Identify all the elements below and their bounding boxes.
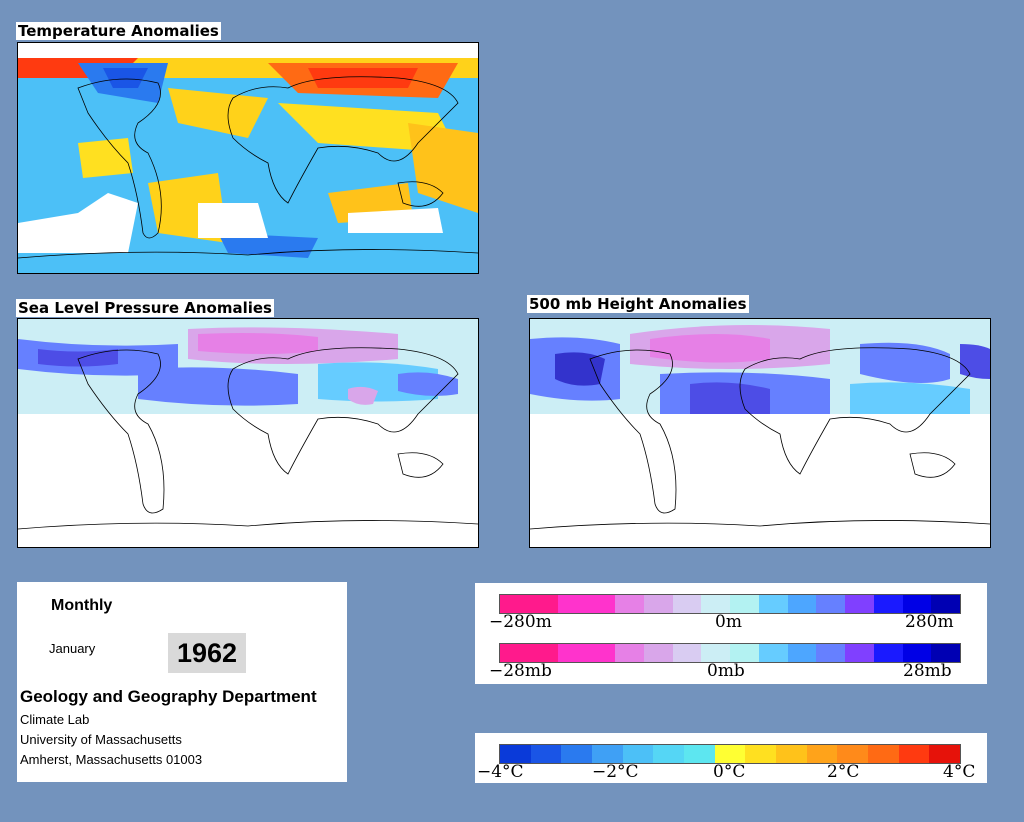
temperature-map-title: Temperature Anomalies <box>16 22 221 40</box>
color-bar-swatch <box>929 745 961 763</box>
height-max-label: 280m <box>905 612 954 632</box>
color-bar-swatch <box>557 595 587 613</box>
pressure-max-label: 28mb <box>903 661 952 681</box>
slp-map-title: Sea Level Pressure Anomalies <box>16 299 274 317</box>
color-bar-swatch <box>643 644 673 662</box>
color-bar-swatch <box>730 595 759 613</box>
color-bar-swatch <box>873 595 903 613</box>
color-bar-swatch <box>931 644 960 662</box>
height-min-label: −280m <box>489 612 552 632</box>
color-bar-swatch <box>615 595 644 613</box>
color-bar-swatch <box>622 745 654 763</box>
color-bar-swatch <box>500 595 529 613</box>
color-bar-swatch <box>776 745 807 763</box>
color-bar-swatch <box>837 745 869 763</box>
university-name: University of Massachusetts <box>20 732 182 747</box>
pressure-mid-label: 0mb <box>707 661 745 681</box>
color-bar-swatch <box>643 595 673 613</box>
temp-label-neg2: −2°C <box>592 762 639 782</box>
month-label: January <box>49 641 96 656</box>
temp-label-neg4: −4°C <box>477 762 524 782</box>
color-bar-swatch <box>845 644 874 662</box>
color-bar-swatch <box>586 644 615 662</box>
color-bar-swatch <box>672 644 702 662</box>
color-bar-swatch <box>868 745 899 763</box>
color-bar-swatch <box>898 745 930 763</box>
temp-label-2: 2°C <box>827 762 860 782</box>
color-bar-swatch <box>653 745 685 763</box>
slp-anomaly-map <box>17 318 479 548</box>
pressure-min-label: −28mb <box>489 661 552 681</box>
color-bar-swatch <box>816 595 845 613</box>
color-bar-swatch <box>672 595 702 613</box>
color-bar-swatch <box>902 595 932 613</box>
color-bar-swatch <box>530 745 562 763</box>
color-bar-swatch <box>500 644 529 662</box>
height-color-bar <box>499 594 961 614</box>
color-bar-swatch <box>701 595 730 613</box>
department-name: Geology and Geography Department <box>20 687 317 706</box>
info-panel: Monthly January 1962 Geology and Geograp… <box>17 582 347 782</box>
year-display: 1962 <box>168 633 246 673</box>
color-bar-swatch <box>758 595 788 613</box>
height-pressure-legend: −280m 0m 280m −28mb 0mb 28mb <box>475 583 987 684</box>
color-bar-swatch <box>701 644 730 662</box>
period-label: Monthly <box>51 597 113 614</box>
pressure-color-bar <box>499 643 961 663</box>
color-bar-swatch <box>787 595 817 613</box>
height-mid-label: 0m <box>715 612 742 632</box>
color-bar-swatch <box>714 745 746 763</box>
temperature-anomaly-map <box>17 42 479 274</box>
color-bar-swatch <box>845 595 874 613</box>
color-bar-swatch <box>561 745 593 763</box>
color-bar-swatch <box>615 644 644 662</box>
color-bar-swatch <box>500 745 531 763</box>
color-bar-swatch <box>931 595 960 613</box>
color-bar-swatch <box>745 745 777 763</box>
color-bar-swatch <box>730 644 759 662</box>
color-bar-swatch <box>586 595 615 613</box>
temp-label-0: 0°C <box>713 762 746 782</box>
color-bar-swatch <box>787 644 817 662</box>
color-bar-swatch <box>528 644 558 662</box>
temperature-color-bar <box>499 744 961 764</box>
color-bar-swatch <box>902 644 932 662</box>
height500-map-title: 500 mb Height Anomalies <box>527 295 749 313</box>
address: Amherst, Massachusetts 01003 <box>20 752 203 767</box>
color-bar-swatch <box>806 745 838 763</box>
color-bar-swatch <box>557 644 587 662</box>
lab-name: Climate Lab <box>20 712 90 727</box>
color-bar-swatch <box>528 595 558 613</box>
temp-label-4: 4°C <box>943 762 976 782</box>
color-bar-swatch <box>592 745 623 763</box>
color-bar-swatch <box>873 644 903 662</box>
height500-anomaly-map <box>529 318 991 548</box>
color-bar-swatch <box>684 745 715 763</box>
color-bar-swatch <box>758 644 788 662</box>
color-bar-swatch <box>816 644 845 662</box>
temperature-legend: −4°C −2°C 0°C 2°C 4°C <box>475 733 987 783</box>
